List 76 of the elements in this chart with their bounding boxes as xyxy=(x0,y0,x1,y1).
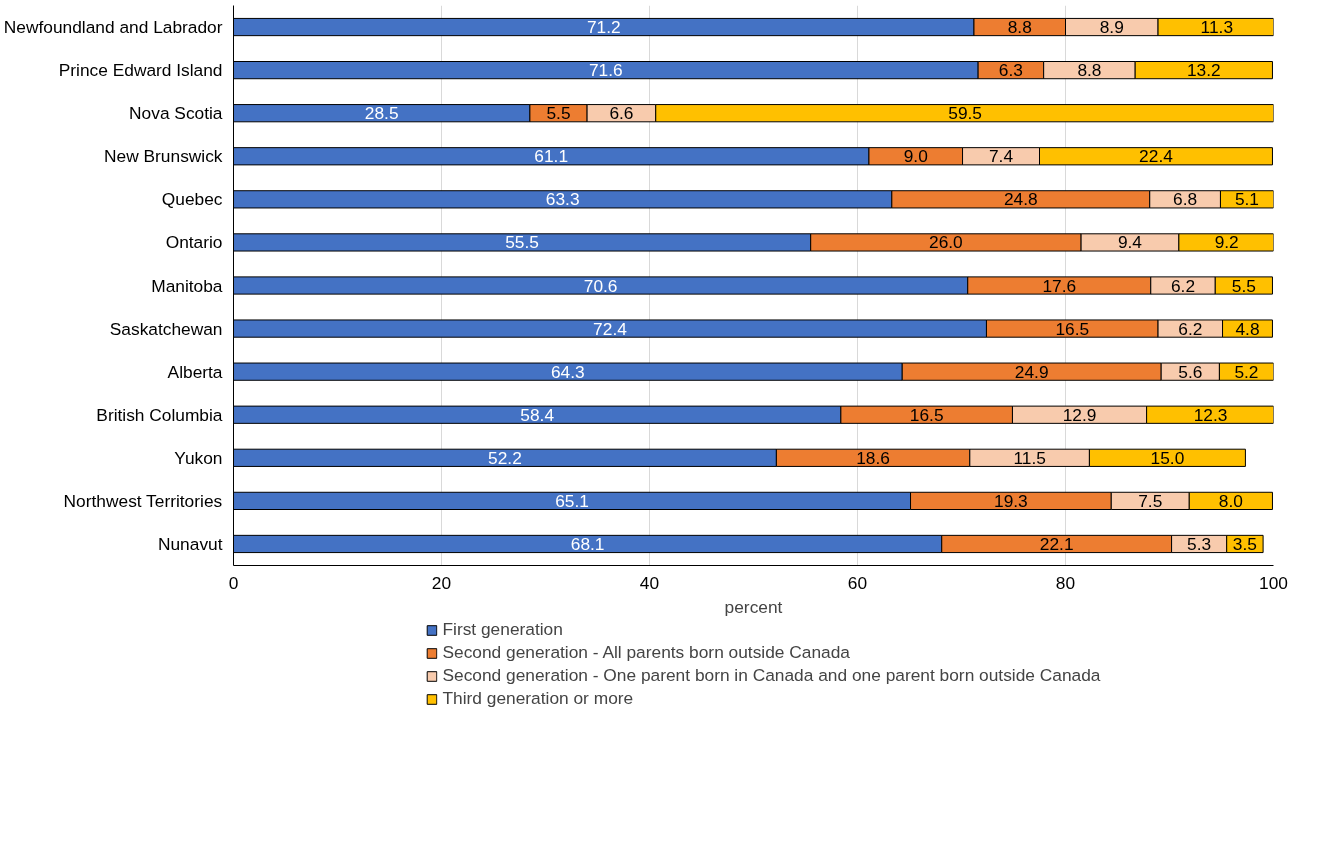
y-tick-label: Nunavut xyxy=(157,533,223,554)
data-label: 5.6 xyxy=(1178,361,1203,382)
data-label: 16.5 xyxy=(1055,318,1090,339)
y-tick-label: Quebec xyxy=(161,189,223,210)
data-label: 26.0 xyxy=(929,232,963,253)
data-label: 65.1 xyxy=(555,490,589,511)
data-label: 63.3 xyxy=(545,189,580,210)
data-label: 6.2 xyxy=(1170,275,1196,296)
y-tick-label: Newfoundland and Labrador xyxy=(3,17,223,38)
data-label: 55.5 xyxy=(505,232,539,253)
x-tick-label: 100 xyxy=(1259,572,1288,593)
y-tick-label: British Columbia xyxy=(96,404,223,425)
data-label: 9.2 xyxy=(1214,232,1239,253)
data-label: 71.6 xyxy=(588,60,623,81)
data-label: 52.2 xyxy=(488,447,522,468)
data-label: 5.1 xyxy=(1234,189,1260,210)
data-label: 8.8 xyxy=(1077,60,1102,81)
x-tick-label: 20 xyxy=(431,572,452,593)
data-label: 16.5 xyxy=(909,404,944,425)
legend-label: First generation xyxy=(442,619,563,640)
data-label: 18.6 xyxy=(856,447,890,468)
data-label: 61.1 xyxy=(534,146,569,167)
data-label: 71.2 xyxy=(586,17,621,38)
data-label: 5.2 xyxy=(1234,361,1259,382)
legend-label: Second generation - All parents born outside Canada xyxy=(442,642,850,663)
data-label: 5.5 xyxy=(1231,275,1256,296)
data-label: 59.5 xyxy=(948,103,983,124)
data-label: 8.9 xyxy=(1099,17,1124,38)
data-label: 6.6 xyxy=(609,103,634,124)
x-tick-label: 60 xyxy=(847,572,868,593)
data-label: 70.6 xyxy=(583,275,618,296)
data-label: 7.4 xyxy=(988,146,1014,167)
data-label: 4.8 xyxy=(1235,318,1260,339)
legend-label: Third generation or more xyxy=(442,688,634,709)
y-tick-label: Ontario xyxy=(165,232,223,253)
y-tick-label: Manitoba xyxy=(151,275,223,296)
x-axis-title: percent xyxy=(724,596,783,617)
y-tick-label: Yukon xyxy=(174,447,223,468)
y-tick-label: Northwest Territories xyxy=(63,490,223,511)
legend-label: Second generation - One parent born in Canada and one parent born outside Canada xyxy=(442,665,1101,686)
y-tick-label: Saskatchewan xyxy=(109,318,223,339)
data-label: 17.6 xyxy=(1042,275,1077,296)
data-label: 5.5 xyxy=(546,103,571,124)
data-label: 11.5 xyxy=(1013,447,1046,468)
x-tick-label: 80 xyxy=(1055,572,1076,593)
data-label: 22.4 xyxy=(1139,146,1174,167)
data-label: 7.5 xyxy=(1138,490,1163,511)
data-label: 12.3 xyxy=(1193,404,1228,425)
data-label: 24.9 xyxy=(1014,361,1049,382)
data-label: 8.0 xyxy=(1218,490,1243,511)
data-label: 6.2 xyxy=(1178,318,1203,339)
data-label: 13.2 xyxy=(1186,60,1221,81)
x-tick-label: 0 xyxy=(228,572,239,593)
y-tick-label: Nova Scotia xyxy=(129,103,223,124)
data-label: 22.1 xyxy=(1039,533,1074,554)
y-tick-label: New Brunswick xyxy=(104,146,223,167)
data-label: 9.0 xyxy=(903,146,928,167)
data-label: 12.9 xyxy=(1062,404,1097,425)
data-label: 3.5 xyxy=(1232,533,1257,554)
data-label: 68.1 xyxy=(570,533,605,554)
data-label: 72.4 xyxy=(593,318,628,339)
data-label: 6.8 xyxy=(1173,189,1198,210)
data-label: 19.3 xyxy=(994,490,1028,511)
data-label: 64.3 xyxy=(551,361,585,382)
data-label: 5.3 xyxy=(1187,533,1212,554)
data-label: 11.3 xyxy=(1200,17,1234,38)
data-label: 24.8 xyxy=(1003,189,1038,210)
y-tick-label: Alberta xyxy=(167,361,223,382)
data-label: 8.8 xyxy=(1007,17,1032,38)
data-label: 28.5 xyxy=(364,103,399,124)
data-label: 6.3 xyxy=(998,60,1023,81)
data-label: 15.0 xyxy=(1150,447,1185,468)
x-tick-label: 40 xyxy=(639,572,660,593)
data-label: 58.4 xyxy=(520,404,555,425)
y-tick-label: Prince Edward Island xyxy=(58,60,223,81)
data-label: 9.4 xyxy=(1117,232,1143,253)
